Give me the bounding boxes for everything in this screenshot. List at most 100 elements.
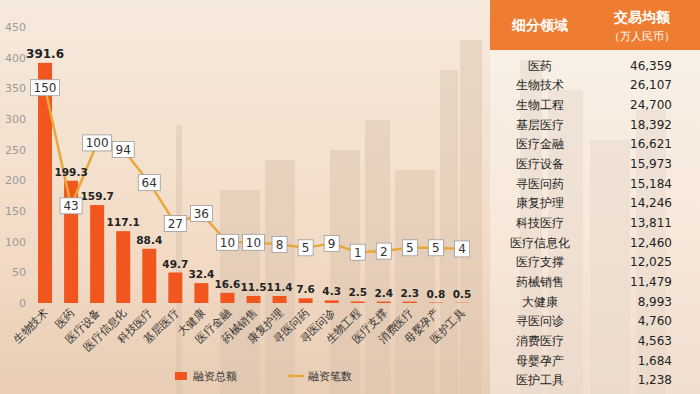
bar-label: 16.6: [214, 278, 240, 290]
line-label: 100: [86, 136, 109, 150]
line-label-box: [324, 235, 339, 251]
bar: [90, 205, 104, 303]
line-label: 9: [328, 237, 336, 251]
y-tick-label: 250: [5, 144, 26, 157]
table-header: （万人民币）: [609, 30, 675, 43]
line-label: 27: [168, 217, 183, 231]
line-label-box: [376, 243, 391, 259]
line-label-box: [60, 198, 82, 214]
x-tick-label: 基层医疗: [141, 306, 181, 346]
line-label-box: [190, 206, 212, 222]
line-label-box: [454, 241, 469, 257]
line-label-box: [216, 234, 238, 250]
table-cell: 24,700: [630, 98, 672, 112]
bar-label: 11.4: [267, 281, 293, 293]
bar-label: 117.1: [107, 216, 140, 228]
line-label: 36: [194, 207, 209, 221]
table-cell: 大健康: [522, 295, 558, 309]
line-label: 94: [116, 143, 131, 157]
table-cell: 46,359: [630, 59, 672, 73]
line-label-box: [272, 236, 287, 252]
x-axis: 生物技术医药医疗设备医疗信息化科技医疗基层医疗大健康医疗金融药械销售康复护理寻医…: [11, 306, 468, 354]
table-cell: 14,246: [630, 196, 672, 210]
line: [45, 88, 462, 253]
table-cell: 消费医疗: [516, 334, 564, 348]
legend-label: 融资笔数: [308, 370, 352, 383]
line-label-box: [138, 175, 160, 191]
line-label-box: [112, 142, 134, 158]
bar: [142, 249, 156, 303]
line-label-box: [350, 244, 365, 260]
y-tick-label: 300: [5, 113, 26, 126]
line-label: 5: [406, 241, 414, 255]
legend: 融资总额 融资笔数: [175, 370, 352, 383]
line-label: 43: [63, 199, 78, 213]
table-cell: 医疗设备: [516, 157, 564, 171]
background: [0, 0, 700, 394]
table-cell: 医疗信息化: [510, 236, 570, 250]
bar-label: 199.3: [54, 166, 87, 178]
table-cell: 基层医疗: [516, 118, 564, 132]
table-cell: 1,238: [638, 373, 672, 387]
bar-label: 2.5: [348, 286, 367, 298]
table-cell: 13,811: [630, 216, 672, 230]
bar: [351, 301, 365, 303]
line-label: 5: [302, 241, 310, 255]
bar: [377, 302, 391, 303]
line-label: 150: [34, 81, 57, 95]
line-label: 64: [142, 176, 157, 190]
x-tick-label: 生物技术: [11, 306, 51, 346]
bar-label: 4.3: [322, 285, 341, 297]
table-cell: 医疗支撑: [516, 255, 564, 269]
bar: [194, 283, 208, 303]
y-tick-label: 450: [5, 21, 26, 34]
line-label: 10: [220, 236, 235, 250]
y-tick-label: 350: [5, 82, 26, 95]
table-cell: 医疗金融: [516, 137, 564, 151]
table-cell: 12,460: [630, 236, 672, 250]
table-cell: 15,184: [630, 177, 672, 191]
table-cell: 生物工程: [516, 98, 564, 112]
bar: [273, 296, 287, 303]
bar: [299, 298, 313, 303]
bar-label: 7.6: [296, 283, 315, 295]
table-cell: 15,973: [630, 157, 672, 171]
bar: [403, 302, 417, 303]
x-tick-label: 医护工具: [428, 306, 468, 346]
table-cell: 16,621: [630, 137, 672, 151]
y-axis: 050100150200250300350400450: [5, 21, 26, 310]
bar-label: 11.5: [241, 281, 267, 293]
legend-swatch: [175, 372, 187, 380]
line-label-box: [243, 234, 265, 250]
legend-swatch: [288, 375, 304, 378]
table-cell: 8,993: [638, 295, 672, 309]
table-cell: 医药: [528, 59, 552, 73]
bar-label: 49.7: [162, 258, 188, 270]
table-cell: 12,025: [630, 255, 672, 269]
table-background: [490, 0, 700, 394]
line-label: 5: [432, 241, 440, 255]
table-header-background: [490, 0, 700, 50]
y-tick-label: 100: [5, 236, 26, 249]
line-label-box: [164, 216, 186, 232]
bar-label: 391.6: [26, 47, 64, 61]
bar: [116, 231, 130, 303]
y-tick-label: 0: [19, 297, 26, 310]
line-label-box: [402, 240, 417, 256]
table-cell: 科技医疗: [516, 216, 564, 230]
bar-label: 2.3: [401, 287, 420, 299]
line-label: 8: [276, 238, 284, 252]
table-cell: 母婴孕产: [516, 354, 564, 368]
data-labels: 391.6199.3159.7117.188.449.732.416.611.5…: [26, 47, 471, 300]
y-tick-label: 400: [5, 52, 26, 65]
y-tick-label: 50: [12, 266, 26, 279]
y-tick-label: 200: [5, 174, 26, 187]
line-label-box: [83, 135, 112, 151]
table-cell: 康复护理: [516, 196, 564, 210]
bar: [38, 63, 52, 303]
legend-label: 融资总额: [193, 370, 237, 383]
bar-label: 0.8: [427, 288, 446, 300]
line-label: 1: [354, 246, 362, 260]
line-label: 10: [246, 236, 261, 250]
line-label: 2: [380, 245, 388, 259]
